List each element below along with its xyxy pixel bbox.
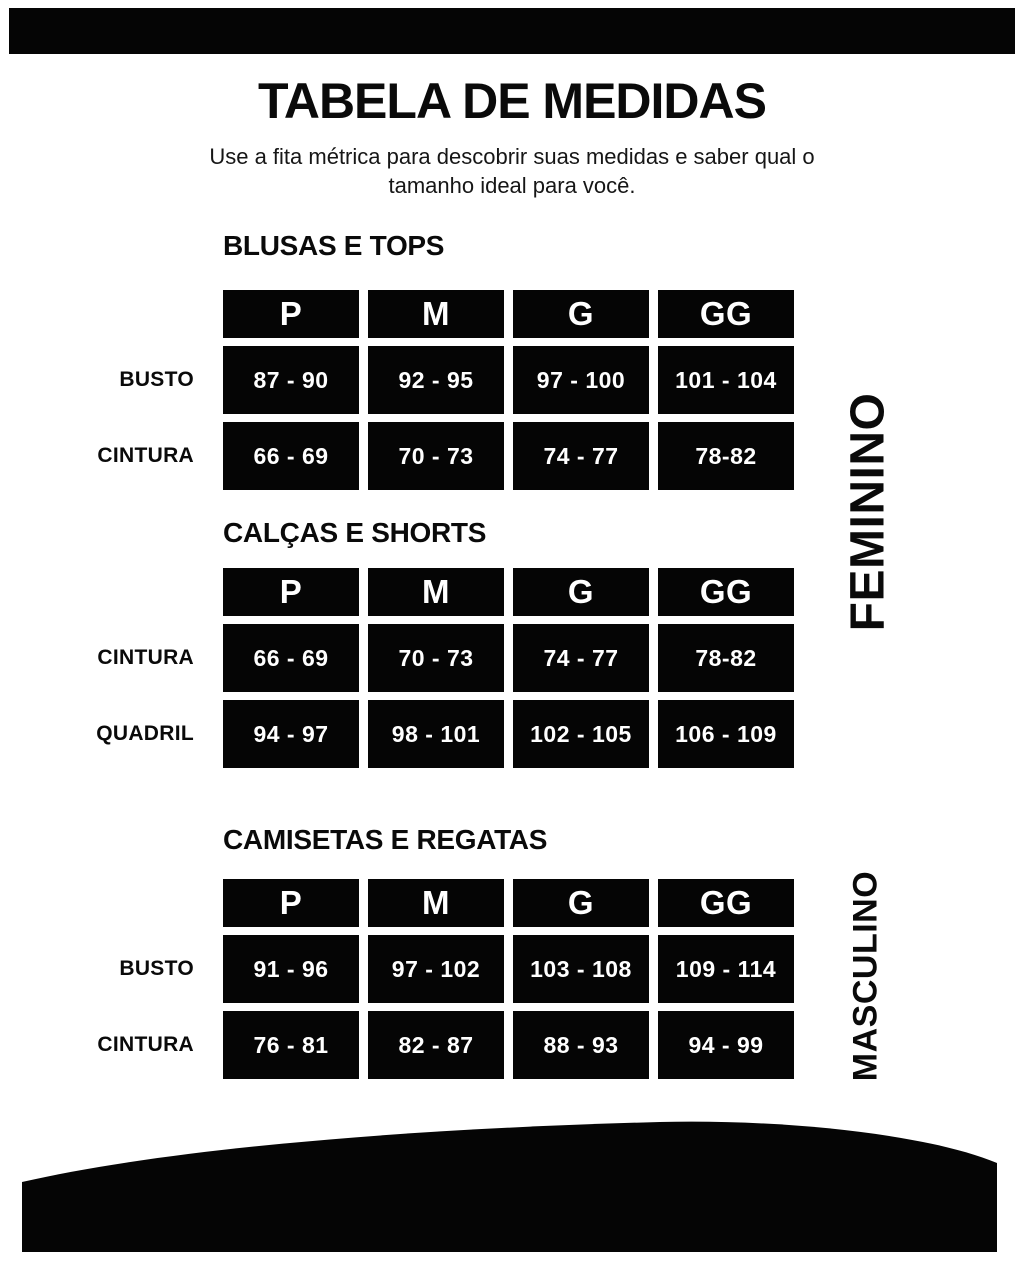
measurement-cell: 74 - 77 bbox=[513, 624, 649, 692]
bottom-wave-shape bbox=[22, 1121, 997, 1252]
size-header-cell-p: P bbox=[223, 879, 359, 927]
size-header-cell-gg: GG bbox=[658, 290, 794, 338]
page-title: TABELA DE MEDIDAS bbox=[258, 73, 767, 129]
size-header-cell-gg: GG bbox=[658, 879, 794, 927]
row-label-busto: BUSTO bbox=[119, 957, 194, 980]
top-black-bar bbox=[9, 8, 1015, 54]
size-table-blusas-tops: P M G GG BUSTO 87 - 90 92 - 95 97 - 100 … bbox=[10, 290, 794, 490]
measurement-cell: 94 - 97 bbox=[223, 700, 359, 768]
measurement-cell: 106 - 109 bbox=[658, 700, 794, 768]
feminino-vertical-label: FEMININO bbox=[841, 392, 895, 632]
measurement-cell: 66 - 69 bbox=[223, 422, 359, 490]
measurement-cell: 92 - 95 bbox=[368, 346, 504, 414]
measurement-cell: 102 - 105 bbox=[513, 700, 649, 768]
measurement-cell: 94 - 99 bbox=[658, 1011, 794, 1079]
size-header-cell-gg: GG bbox=[658, 568, 794, 616]
measurement-cell: 70 - 73 bbox=[368, 422, 504, 490]
measurement-cell: 91 - 96 bbox=[223, 935, 359, 1003]
measurement-cell: 82 - 87 bbox=[368, 1011, 504, 1079]
row-label-quadril: QUADRIL bbox=[96, 722, 194, 745]
size-table-camisetas-regatas: P M G GG BUSTO 91 - 96 97 - 102 103 - 10… bbox=[10, 879, 794, 1079]
row-label-cintura: CINTURA bbox=[97, 1033, 194, 1056]
page-subtitle: Use a fita métrica para descobrir suas m… bbox=[209, 144, 815, 199]
measurement-cell: 109 - 114 bbox=[658, 935, 794, 1003]
measurement-cell: 103 - 108 bbox=[513, 935, 649, 1003]
table-corner-spacer bbox=[10, 290, 214, 338]
section-heading-camisetas-regatas: CAMISETAS E REGATAS bbox=[223, 824, 548, 855]
size-header-cell-m: M bbox=[368, 879, 504, 927]
measurement-cell: 66 - 69 bbox=[223, 624, 359, 692]
size-header-cell-g: G bbox=[513, 290, 649, 338]
size-header-cell-p: P bbox=[223, 290, 359, 338]
row-label-cintura: CINTURA bbox=[97, 646, 194, 669]
size-header-cell-g: G bbox=[513, 568, 649, 616]
table-corner-spacer bbox=[10, 568, 214, 616]
row-label-busto: BUSTO bbox=[119, 368, 194, 391]
measurement-cell: 101 - 104 bbox=[658, 346, 794, 414]
measurement-cell: 87 - 90 bbox=[223, 346, 359, 414]
size-header-cell-m: M bbox=[368, 290, 504, 338]
measurement-cell: 97 - 102 bbox=[368, 935, 504, 1003]
size-header-cell-g: G bbox=[513, 879, 649, 927]
measurement-cell: 70 - 73 bbox=[368, 624, 504, 692]
table-corner-spacer bbox=[10, 879, 214, 927]
section-heading-calcas-shorts: CALÇAS E SHORTS bbox=[223, 517, 487, 548]
measurement-cell: 78-82 bbox=[658, 422, 794, 490]
measurement-cell: 97 - 100 bbox=[513, 346, 649, 414]
masculino-vertical-label: MASCULINO bbox=[846, 870, 885, 1082]
section-heading-blusas-tops: BLUSAS E TOPS bbox=[223, 230, 445, 261]
measurement-cell: 78-82 bbox=[658, 624, 794, 692]
measurement-cell: 74 - 77 bbox=[513, 422, 649, 490]
size-header-cell-m: M bbox=[368, 568, 504, 616]
row-label-cintura: CINTURA bbox=[97, 444, 194, 467]
measurement-cell: 88 - 93 bbox=[513, 1011, 649, 1079]
measurement-cell: 98 - 101 bbox=[368, 700, 504, 768]
size-table-calcas-shorts: P M G GG CINTURA 66 - 69 70 - 73 74 - 77… bbox=[10, 568, 794, 768]
size-header-cell-p: P bbox=[223, 568, 359, 616]
measurement-cell: 76 - 81 bbox=[223, 1011, 359, 1079]
